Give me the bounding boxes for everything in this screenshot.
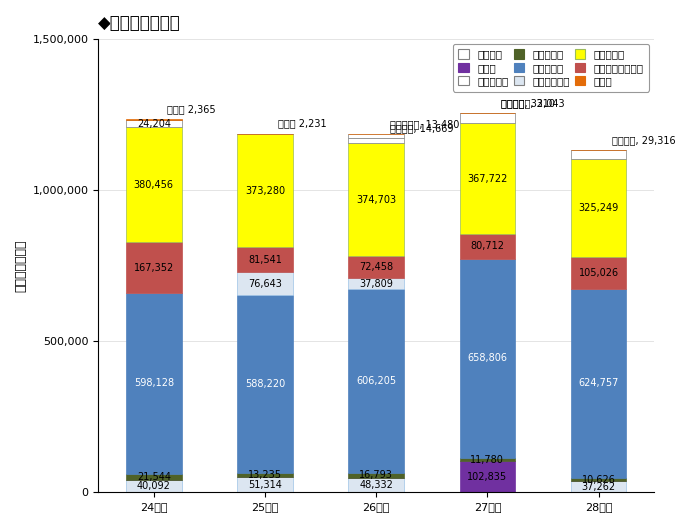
Bar bbox=[237, 295, 293, 473]
Text: 380,456: 380,456 bbox=[134, 180, 173, 190]
Text: 維新の党, 14,669: 維新の党, 14,669 bbox=[390, 123, 453, 133]
Text: 24,204: 24,204 bbox=[137, 119, 171, 129]
Text: 次世代の党, 13,480: 次世代の党, 13,480 bbox=[390, 119, 459, 129]
Text: 維新の党, 29,316: 維新の党, 29,316 bbox=[612, 135, 676, 145]
Bar bbox=[348, 143, 404, 256]
Text: 606,205: 606,205 bbox=[356, 376, 396, 386]
Bar bbox=[460, 259, 515, 458]
Text: 13,235: 13,235 bbox=[248, 470, 282, 480]
Text: 588,220: 588,220 bbox=[245, 379, 285, 389]
Text: 16,793: 16,793 bbox=[359, 470, 393, 480]
Bar bbox=[460, 123, 515, 234]
Bar bbox=[126, 127, 182, 242]
Bar bbox=[571, 481, 626, 492]
Bar bbox=[126, 480, 182, 492]
Text: 80,712: 80,712 bbox=[471, 241, 504, 251]
Text: 658,806: 658,806 bbox=[467, 353, 507, 363]
Text: 325,249: 325,249 bbox=[578, 203, 618, 213]
Bar bbox=[126, 242, 182, 293]
Bar bbox=[237, 134, 293, 135]
Text: 10,626: 10,626 bbox=[582, 474, 616, 484]
Text: その他 2,365: その他 2,365 bbox=[167, 104, 216, 114]
Bar bbox=[571, 289, 626, 478]
Text: 51,314: 51,314 bbox=[248, 480, 282, 490]
Bar bbox=[348, 289, 404, 473]
Text: 105,026: 105,026 bbox=[578, 268, 618, 278]
Text: 37,809: 37,809 bbox=[359, 279, 393, 289]
Bar bbox=[460, 234, 515, 259]
Bar bbox=[348, 134, 404, 138]
Bar bbox=[460, 461, 515, 492]
Text: 81,541: 81,541 bbox=[248, 255, 282, 265]
Text: 11,780: 11,780 bbox=[471, 454, 504, 464]
Text: 374,703: 374,703 bbox=[356, 195, 396, 205]
Bar bbox=[348, 278, 404, 289]
Bar bbox=[348, 138, 404, 143]
Text: 76,643: 76,643 bbox=[248, 278, 282, 288]
Text: その他 2,231: その他 2,231 bbox=[278, 118, 327, 128]
Text: 598,128: 598,128 bbox=[133, 378, 174, 388]
Bar bbox=[571, 478, 626, 481]
Bar bbox=[348, 256, 404, 278]
Bar bbox=[126, 293, 182, 474]
Text: ◆政党別の支出額: ◆政党別の支出額 bbox=[98, 14, 181, 32]
Bar bbox=[348, 473, 404, 478]
Bar bbox=[126, 474, 182, 480]
Bar bbox=[237, 477, 293, 492]
Text: 624,757: 624,757 bbox=[578, 379, 618, 389]
Bar bbox=[348, 478, 404, 492]
Bar bbox=[237, 247, 293, 272]
Bar bbox=[571, 150, 626, 159]
Text: 373,280: 373,280 bbox=[245, 186, 285, 196]
Text: 367,722: 367,722 bbox=[467, 174, 508, 184]
Bar bbox=[571, 159, 626, 257]
Text: 次世代の党, 310: 次世代の党, 310 bbox=[501, 98, 555, 108]
Bar bbox=[126, 120, 182, 127]
Bar bbox=[237, 473, 293, 477]
Y-axis label: 支出額（千円）: 支出額（千円） bbox=[14, 239, 27, 292]
Text: 維新の党, 32,043: 維新の党, 32,043 bbox=[501, 98, 565, 108]
Bar bbox=[460, 114, 515, 123]
Bar bbox=[237, 135, 293, 247]
Legend: 維新の党, 公明党, 次世代の党, 社会民主党, 自由民主党, 日本維新の会, 日本共産党, 民進党（民主党）, その他: 維新の党, 公明党, 次世代の党, 社会民主党, 自由民主党, 日本維新の会, … bbox=[453, 44, 649, 92]
Text: 72,458: 72,458 bbox=[359, 262, 393, 272]
Text: 48,332: 48,332 bbox=[359, 480, 393, 490]
Text: 102,835: 102,835 bbox=[467, 472, 507, 482]
Text: 21,544: 21,544 bbox=[137, 472, 171, 482]
Text: 167,352: 167,352 bbox=[133, 262, 174, 272]
Text: 40,092: 40,092 bbox=[137, 481, 171, 491]
Bar bbox=[126, 119, 182, 120]
Text: 37,262: 37,262 bbox=[582, 482, 616, 492]
Bar bbox=[237, 272, 293, 295]
Bar bbox=[571, 257, 626, 289]
Bar bbox=[460, 458, 515, 461]
